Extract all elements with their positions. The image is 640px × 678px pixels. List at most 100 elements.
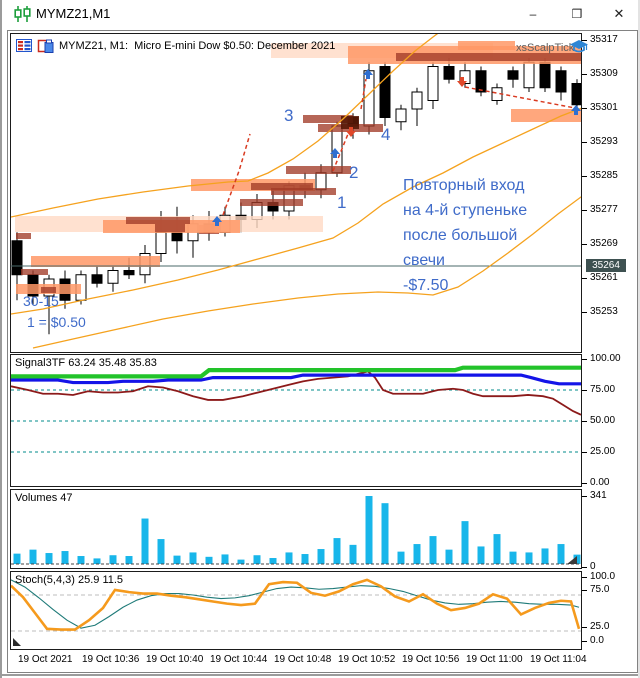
trade-dashed-line [464,86,576,109]
volume-bar [509,551,517,564]
supply-demand-zone [271,188,336,195]
supply-demand-zone [240,199,303,206]
volume-bar [173,555,181,564]
volume-bar [525,552,533,564]
axis-tick [582,312,587,313]
supply-demand-zone [458,41,515,50]
volume-bar [285,552,293,564]
volume-bar [477,546,485,564]
price-axis-label: 35317 [590,34,618,45]
signal3tf-panel[interactable]: Signal3TF 63.24 35.48 35.83 [10,354,582,487]
candle-bear [539,61,551,89]
indicator-axis-label: 0.00 [590,477,610,488]
indicator-axis-label: 25.0 [590,621,610,632]
step-label: 4 [381,125,391,144]
supply-demand-zone [16,233,31,239]
axis-tick [582,278,587,279]
axis-tick [582,390,587,391]
step-label: 3 [284,106,294,125]
window-title: MYMZ21,M1 [36,6,111,21]
trade-dashed-line [360,78,367,110]
axis-tick [582,108,587,109]
window-bottom-edge [0,674,640,676]
time-axis[interactable]: 19 Oct 2021 19 Oct 10:36 19 Oct 10:40 19 Oc… [10,651,636,669]
time-axis-label: 19 Oct 2021 [18,654,73,665]
note-line: после большой [403,227,518,244]
axis-tick [582,421,587,422]
candle-bull [523,61,535,89]
axis-tick [582,567,587,568]
volumes-canvas [11,496,581,565]
volume-bar [29,549,37,564]
signal-blue-line [11,373,581,386]
candle-bear [443,66,455,80]
volume-bar [93,558,101,564]
time-axis-label: 19 Oct 11:00 [466,654,523,665]
volume-bar [205,556,213,564]
axis-tick [582,74,587,75]
volume-end-marker [567,556,577,564]
price-axis-label: 35301 [590,102,618,113]
clipboard-pair-icon[interactable] [37,39,54,53]
candle-bear [555,70,567,93]
candle-bear [379,66,391,118]
volume-bar [125,556,133,564]
volume-bar [445,549,453,564]
volume-bar [109,555,117,564]
axis-tick [582,452,587,453]
maximize-button[interactable]: ❒ [571,7,583,21]
minimize-button[interactable]: – [529,7,537,21]
buy-arrow-icon [330,148,340,158]
price-axis-label: 35253 [590,306,618,317]
title-bar[interactable]: MYMZ21,M1 – ❒ ✕ [2,0,638,28]
chart-window: MYMZ21, M1: Micro E-mini Dow $0.50: Dece… [7,30,638,673]
graduation-cap-icon [570,40,588,53]
quotes-table-icon[interactable] [16,39,32,52]
volume-bar [237,559,245,564]
trade-note: Повторный вход на 4-й ступеньке после бо… [403,173,527,298]
indicator-axis-label: 0 [590,561,596,572]
time-axis-label: 19 Oct 11:04 [530,654,587,665]
axis-tick [582,641,587,642]
price-axis-label: 35309 [590,68,618,79]
close-button[interactable]: ✕ [613,6,625,21]
candle-bull [315,172,327,191]
candle-bull [331,125,343,174]
main-price-panel[interactable]: MYMZ21, M1: Micro E-mini Dow $0.50: Dece… [10,33,588,353]
chart-toolbar-icons[interactable] [16,39,54,53]
time-axis-label: 19 Oct 10:52 [338,654,396,665]
axis-tick [582,210,587,211]
stoch-start-marker [13,638,21,646]
price-axis-label: 35261 [590,272,618,283]
volume-bar [157,539,165,564]
step-label: 2 [349,163,359,182]
trade-dashed-line [222,133,251,216]
indicator-axis-label: 0.0 [590,635,604,646]
time-axis-label: 19 Oct 10:44 [210,654,268,665]
volume-bar [45,553,53,564]
candle-bull [395,108,407,123]
price-axis[interactable]: 35317 35309 35301 35293 35285 35277 35269 35261… [582,31,636,651]
stochastic-panel[interactable]: Stoch(5,4,3) 25.9 11.5 [10,571,582,650]
axis-tick [582,40,587,41]
buy-arrow-icon [212,216,222,226]
supply-demand-zone [31,256,160,267]
note-line: -$7.50 [403,277,449,294]
volume-bar [221,554,229,564]
note-line: на 4-й ступеньке [403,202,528,219]
buy-arrow-icon [363,69,373,79]
volumes-label: Volumes 47 [15,492,73,504]
indicator-axis-label: 25.00 [590,446,616,457]
candle-bear [171,231,183,242]
indicator-axis-label: 100.0 [590,571,616,582]
axis-tick [582,244,587,245]
volume-bar [189,552,197,564]
sell-arrow-icon [457,77,467,87]
band-line-middle [11,107,581,315]
window-left-edge [0,0,2,678]
volume-bar [461,521,469,564]
volumes-panel[interactable]: Volumes 47 [10,489,582,569]
tick-value-note: 1 = $0.50 [27,314,86,330]
candle-bear [571,83,581,106]
volume-bar [13,553,21,564]
